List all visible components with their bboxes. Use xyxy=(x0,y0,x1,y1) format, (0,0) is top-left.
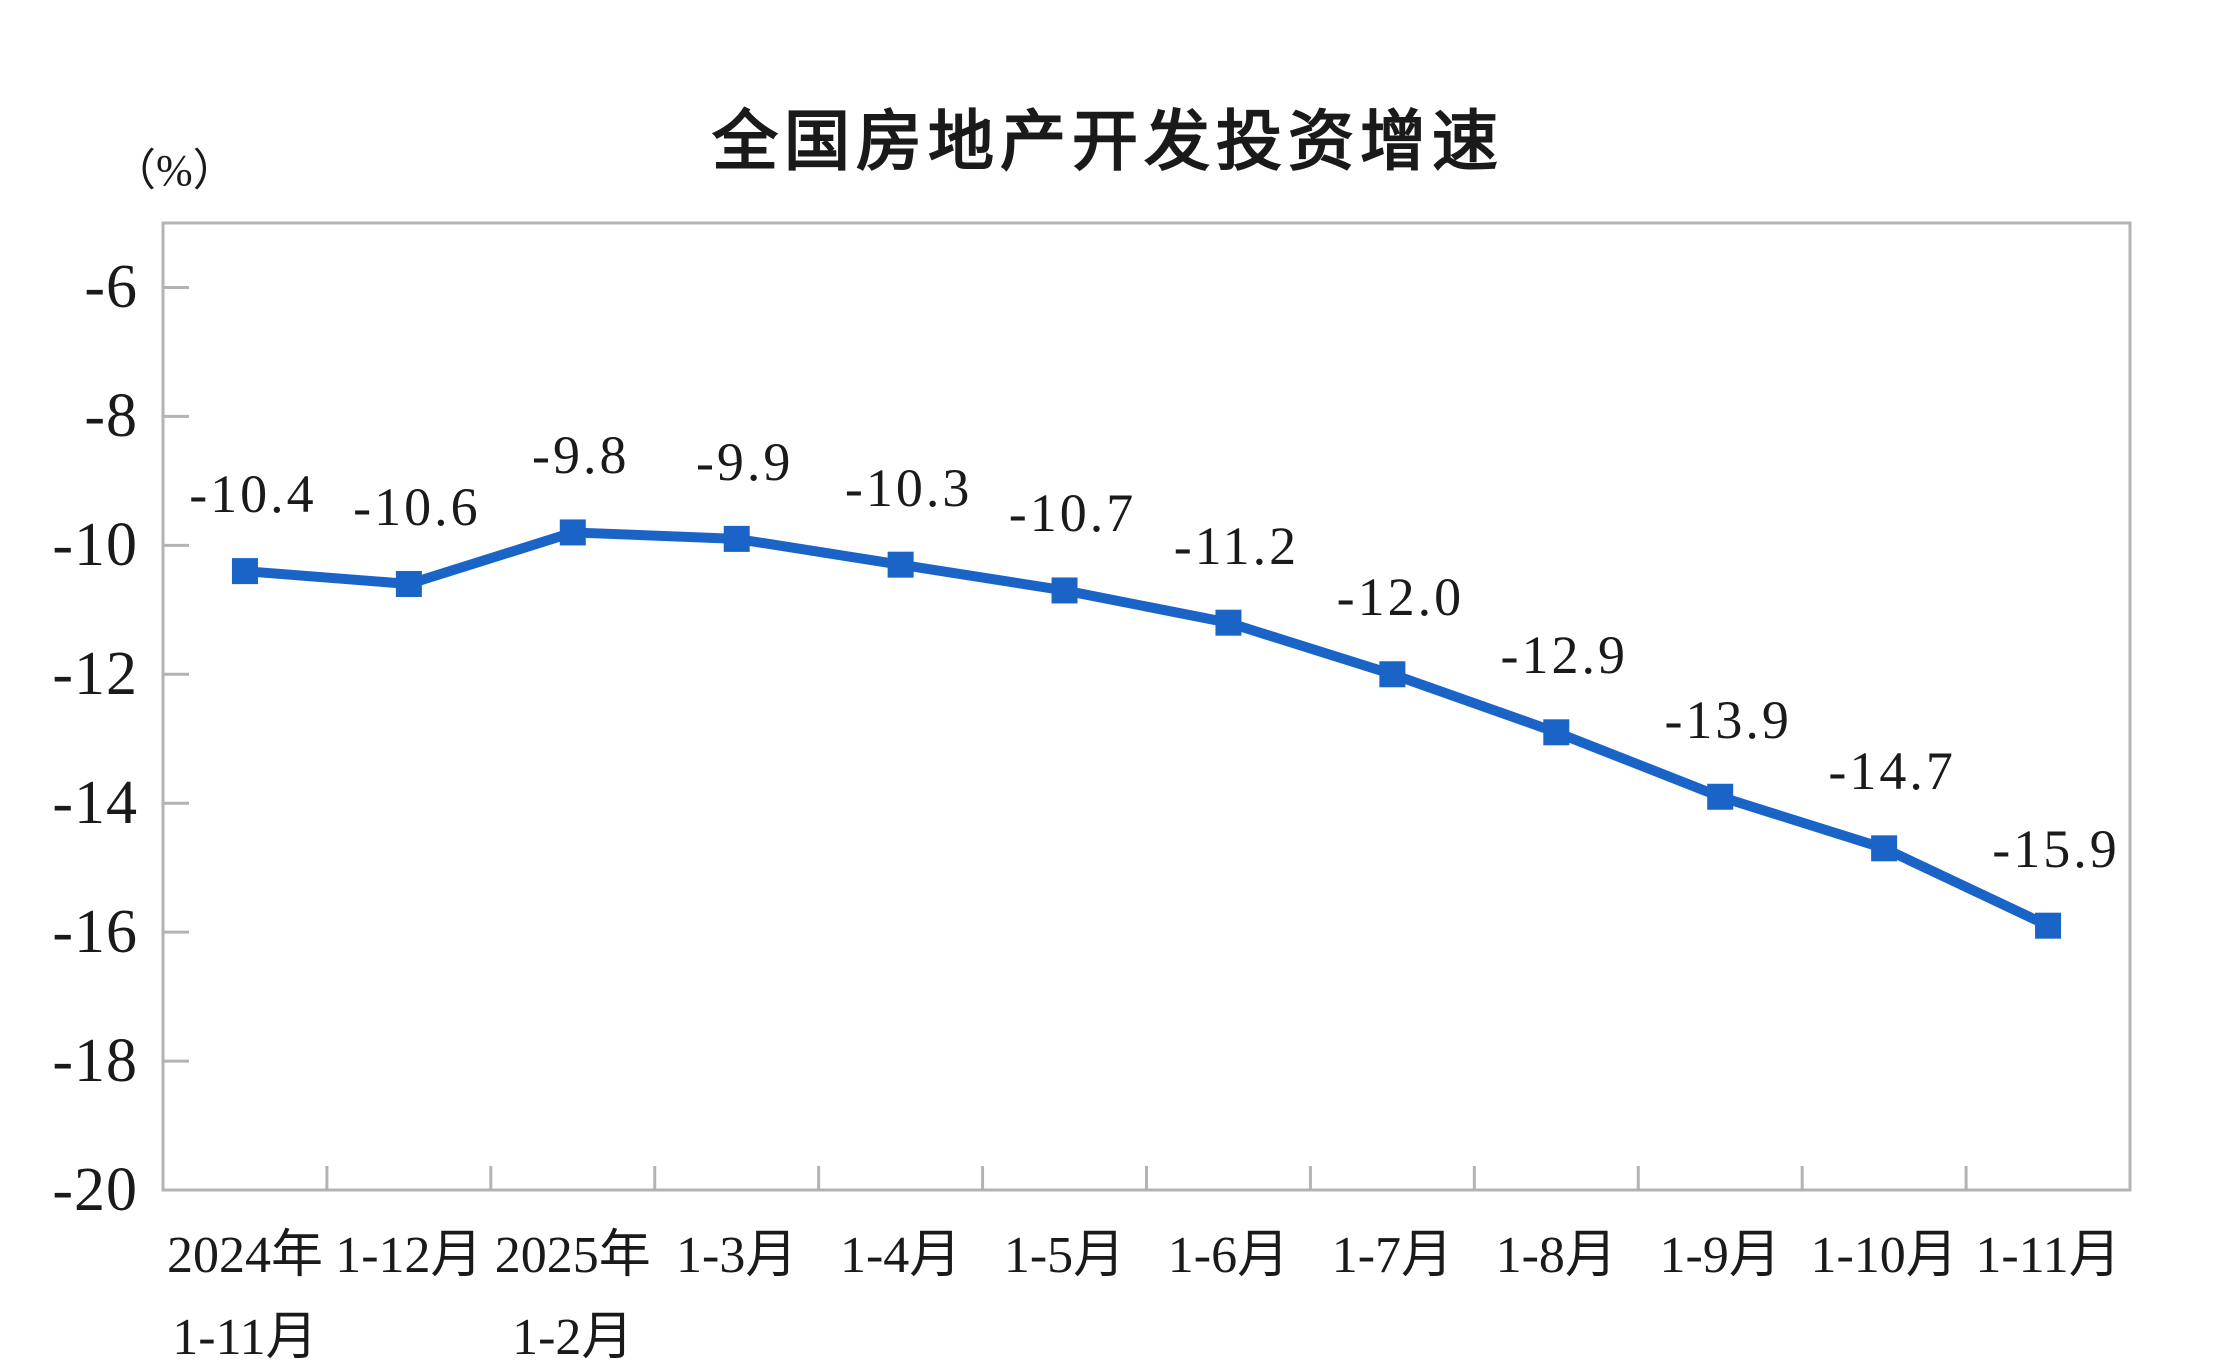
y-tick-label: -14 xyxy=(52,769,138,838)
x-tick-label: 1-4月 xyxy=(839,1227,962,1284)
data-point-label: -14.7 xyxy=(1828,741,1956,802)
data-point-marker xyxy=(887,551,914,578)
y-tick-label: -10 xyxy=(52,511,138,580)
x-tick-label: 2024年 xyxy=(166,1227,323,1284)
data-point-label: -9.9 xyxy=(695,431,794,492)
data-point-label: -15.9 xyxy=(1992,818,2120,879)
y-tick-label: -16 xyxy=(52,898,138,967)
x-tick-label: 1-10月 xyxy=(1810,1227,1958,1284)
data-point-marker xyxy=(1379,661,1406,688)
data-point-label: -13.9 xyxy=(1664,689,1792,750)
y-axis-unit-label: （%） xyxy=(112,146,237,195)
data-point-label: -9.8 xyxy=(532,425,630,486)
y-tick-label: -12 xyxy=(52,640,138,709)
data-point-marker xyxy=(1871,835,1898,862)
x-tick-label: 1-5月 xyxy=(1003,1227,1126,1284)
x-tick-label: 1-12月 xyxy=(335,1227,483,1284)
data-point-label: -10.3 xyxy=(844,457,973,518)
data-point-marker xyxy=(1215,609,1242,636)
x-tick-label: 1-2月 xyxy=(512,1309,634,1366)
x-tick-label: 1-7月 xyxy=(1331,1227,1454,1284)
x-tick-label: 1-8月 xyxy=(1495,1227,1617,1284)
series-line xyxy=(239,527,2054,931)
chart-title: 全国房地产开发投资增速 xyxy=(712,104,1504,178)
data-point-label: -10.7 xyxy=(1008,483,1137,544)
data-point-marker xyxy=(2035,912,2062,939)
data-point-label: -12.0 xyxy=(1336,567,1465,628)
x-tick-label: 1-9月 xyxy=(1659,1227,1781,1284)
y-tick-label: -18 xyxy=(52,1027,138,1096)
y-tick-label: -20 xyxy=(52,1156,138,1224)
x-tick-label: 2025年 xyxy=(494,1227,651,1284)
x-tick-label: 1-11月 xyxy=(172,1309,318,1366)
x-tick-label: 1-3月 xyxy=(676,1227,798,1284)
data-point-label: -10.4 xyxy=(189,464,317,525)
data-point-marker xyxy=(231,558,258,585)
y-tick-label: -8 xyxy=(84,382,138,451)
data-point-label: -12.9 xyxy=(1500,625,1629,686)
data-point-marker xyxy=(395,571,422,598)
x-tick-label: 1-11月 xyxy=(1975,1227,2121,1284)
data-point-label: -11.2 xyxy=(1173,515,1300,576)
data-point-marker xyxy=(559,519,586,546)
y-tick-label: -6 xyxy=(84,253,138,322)
data-point-marker xyxy=(1707,783,1734,810)
data-point-label: -10.6 xyxy=(353,477,481,537)
data-point-marker xyxy=(1051,577,1078,604)
data-point-marker xyxy=(723,525,750,552)
data-point-marker xyxy=(1543,719,1570,746)
x-tick-label: 1-6月 xyxy=(1167,1227,1290,1284)
